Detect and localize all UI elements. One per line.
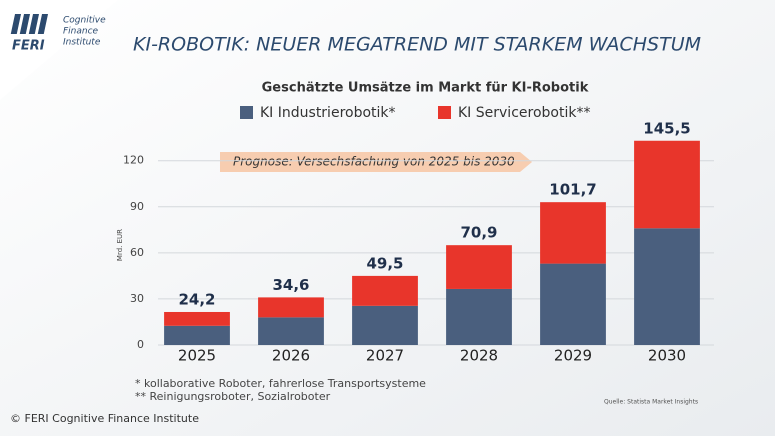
footnote: * kollaborative Roboter, fahrerlose Tran… bbox=[135, 377, 426, 390]
legend-label: KI Industrierobotik* bbox=[260, 105, 396, 121]
annotation: Prognose: Versechsfachung von 2025 bis 2… bbox=[233, 155, 515, 169]
bar-segment bbox=[540, 202, 606, 264]
bar-segment bbox=[446, 288, 512, 345]
x-tick-label: 2025 bbox=[178, 347, 216, 365]
logo-bar bbox=[10, 14, 22, 34]
bar-segment bbox=[164, 311, 230, 326]
y-tick-label: 90 bbox=[130, 200, 144, 213]
bar-segment bbox=[352, 275, 418, 306]
logo-bar bbox=[28, 14, 40, 34]
annotation-banner bbox=[220, 152, 532, 172]
logo-text: Institute bbox=[63, 38, 101, 48]
logo-name: FERI bbox=[12, 39, 45, 54]
copyright: © FERI Cognitive Finance Institute bbox=[10, 412, 199, 425]
bar-segment bbox=[258, 297, 324, 318]
x-tick-label: 2026 bbox=[272, 347, 310, 365]
legend-label: KI Servicerobotik** bbox=[458, 105, 590, 121]
logo-text: Finance bbox=[63, 27, 99, 37]
logo-corner bbox=[0, 0, 118, 100]
x-tick-label: 2028 bbox=[460, 347, 498, 365]
y-tick-label: 0 bbox=[137, 338, 144, 351]
logo: FERI Cognitive Finance Institute bbox=[10, 14, 106, 54]
bar-segment bbox=[164, 325, 230, 345]
source: Quelle: Statista Market Insights bbox=[604, 399, 698, 406]
y-tick-label: 60 bbox=[130, 246, 144, 259]
total-label: 49,5 bbox=[366, 254, 403, 272]
bar-segment bbox=[258, 317, 324, 345]
y-axis-label: Mrd. EUR bbox=[116, 229, 124, 261]
logo-text: Cognitive bbox=[63, 16, 106, 26]
legend-swatch bbox=[438, 106, 451, 119]
total-label: 145,5 bbox=[643, 119, 690, 137]
total-label: 34,6 bbox=[272, 276, 309, 294]
x-tick-label: 2029 bbox=[554, 347, 592, 365]
y-tick-label: 120 bbox=[123, 154, 144, 167]
logo-bar bbox=[37, 14, 49, 34]
chart-title: Geschätzte Umsätze im Markt für KI-Robot… bbox=[262, 81, 589, 96]
bar-segment bbox=[634, 228, 700, 345]
total-label: 101,7 bbox=[549, 181, 596, 199]
bar-segment bbox=[446, 245, 512, 289]
total-label: 70,9 bbox=[460, 224, 497, 242]
logo-bar bbox=[19, 14, 31, 34]
footnote: ** Reinigungsroboter, Sozialroboter bbox=[135, 390, 331, 403]
bar-segment bbox=[352, 305, 418, 345]
slide-title: KI-ROBOTIK: NEUER MEGATREND MIT STARKEM … bbox=[133, 34, 701, 56]
y-tick-label: 30 bbox=[130, 292, 144, 305]
bar-segment bbox=[540, 263, 606, 345]
total-label: 24,2 bbox=[178, 290, 215, 308]
legend-swatch bbox=[240, 106, 253, 119]
x-tick-label: 2030 bbox=[648, 347, 686, 365]
bar-segment bbox=[634, 140, 700, 229]
x-tick-label: 2027 bbox=[366, 347, 404, 365]
